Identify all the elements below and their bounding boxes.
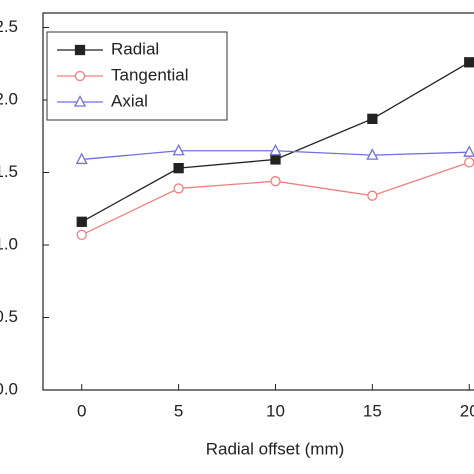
x-tick-label: 10 bbox=[266, 401, 285, 420]
marker bbox=[75, 152, 88, 165]
marker bbox=[269, 143, 282, 156]
marker bbox=[464, 157, 474, 168]
marker bbox=[463, 145, 474, 157]
marker bbox=[464, 57, 474, 68]
marker bbox=[74, 70, 86, 82]
marker bbox=[173, 162, 184, 174]
marker bbox=[76, 216, 87, 227]
series-line bbox=[81, 161, 470, 236]
marker bbox=[172, 143, 185, 156]
marker bbox=[73, 95, 87, 107]
x-tick-label: 15 bbox=[363, 401, 382, 420]
marker bbox=[270, 154, 281, 165]
y-tick-label: 0.5 bbox=[0, 307, 18, 326]
marker bbox=[367, 190, 378, 201]
marker bbox=[270, 176, 281, 187]
x-tick-label: 5 bbox=[174, 401, 183, 420]
y-tick-label: 1.5 bbox=[0, 162, 18, 181]
x-axis-label: Radial offset (mm) bbox=[206, 439, 345, 458]
marker bbox=[366, 148, 379, 160]
x-tick-label: 0 bbox=[77, 401, 86, 420]
y-tick-label: 2.5 bbox=[0, 17, 18, 36]
y-tick-label: 2.0 bbox=[0, 89, 18, 108]
marker bbox=[367, 113, 378, 124]
y-tick-label: 0.0 bbox=[0, 379, 18, 398]
y-tick-label: 1.0 bbox=[0, 234, 18, 253]
legend-label: Axial bbox=[111, 91, 148, 110]
legend-label: Radial bbox=[111, 39, 159, 58]
x-tick-label: 20 bbox=[460, 401, 474, 420]
legend-label: Tangential bbox=[111, 65, 189, 84]
marker bbox=[173, 183, 184, 194]
marker bbox=[74, 44, 86, 56]
marker bbox=[76, 229, 87, 241]
